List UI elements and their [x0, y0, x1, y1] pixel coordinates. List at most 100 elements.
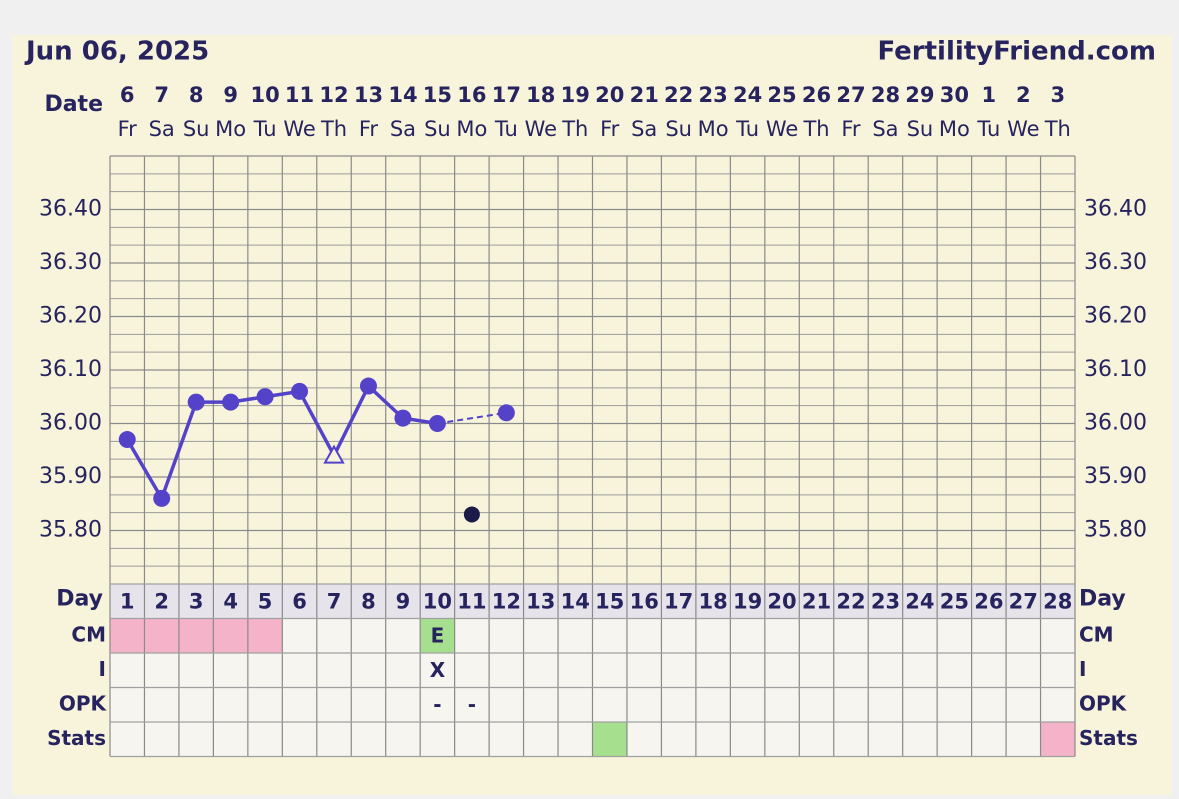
row-cell — [592, 653, 627, 688]
day-cell — [213, 584, 248, 619]
row-cell — [178, 618, 214, 653]
date-number: 10 — [250, 83, 279, 107]
date-number: 12 — [319, 83, 348, 107]
row-cell — [316, 618, 352, 653]
row-cell — [799, 722, 834, 757]
temp-line-dashed — [437, 411, 507, 425]
date-number: 7 — [154, 83, 169, 107]
temp-point — [291, 382, 309, 400]
day-cell — [1006, 584, 1041, 619]
row-cell — [902, 687, 938, 722]
temp-point — [497, 404, 515, 422]
row-cell — [385, 653, 421, 688]
row-cell — [937, 722, 972, 757]
date-number: 11 — [285, 83, 314, 107]
row-cell — [385, 618, 421, 653]
row-label: CM — [71, 622, 106, 646]
weekday: Fr — [841, 117, 861, 141]
row-cell — [730, 687, 765, 722]
row-cell — [110, 618, 145, 653]
row-cell — [420, 618, 455, 653]
row-cell — [351, 687, 386, 722]
row-cell — [558, 618, 593, 653]
row-value: X — [430, 658, 446, 682]
row-cell — [1040, 687, 1075, 722]
row-cell — [1040, 653, 1075, 688]
row-cell — [1006, 618, 1041, 653]
date-number: 3 — [1050, 83, 1065, 107]
date-number: 9 — [223, 83, 238, 107]
y-tick-label: 35.80 — [39, 518, 102, 543]
row-cell — [902, 722, 938, 757]
date-number: 25 — [767, 83, 796, 107]
row-cell — [868, 618, 903, 653]
date-number: 15 — [423, 83, 452, 107]
row-cell — [144, 687, 179, 722]
temp-point — [118, 431, 136, 449]
row-cell — [110, 687, 145, 722]
day-number: 14 — [561, 589, 590, 613]
row-cell — [764, 653, 800, 688]
row-cell — [626, 653, 662, 688]
row-cell — [454, 653, 490, 688]
day-cell — [695, 584, 731, 619]
weekday: Su — [907, 117, 934, 141]
row-value: - — [433, 692, 441, 716]
day-number: 28 — [1043, 589, 1072, 613]
row-cell — [1040, 618, 1075, 653]
row-cell — [213, 722, 248, 757]
day-number: 16 — [630, 589, 659, 613]
date-number: 6 — [120, 83, 135, 107]
temp-point — [256, 388, 274, 406]
row-cell — [971, 618, 1007, 653]
row-cell — [489, 722, 524, 757]
day-number: 22 — [836, 589, 865, 613]
day-number: 9 — [396, 589, 411, 613]
row-cell — [626, 722, 662, 757]
day-number: 23 — [871, 589, 900, 613]
day-cell — [764, 584, 800, 619]
row-cell — [661, 687, 696, 722]
row-label: Stats — [47, 726, 106, 750]
day-cell — [282, 584, 317, 619]
row-cell — [661, 653, 696, 688]
day-number: 8 — [361, 589, 376, 613]
y-tick-label-right: 36.40 — [1084, 197, 1147, 222]
day-cell — [730, 584, 765, 619]
row-cell — [316, 687, 352, 722]
day-cell — [316, 584, 352, 619]
row-cell — [247, 653, 283, 688]
day-number: 25 — [940, 589, 969, 613]
weekday: Sa — [149, 117, 175, 141]
row-cell — [971, 653, 1007, 688]
row-cell — [695, 687, 731, 722]
weekday: Tu — [253, 117, 277, 141]
day-number: 2 — [154, 589, 169, 613]
weekday: Su — [665, 117, 692, 141]
weekday: Th — [561, 117, 588, 141]
row-cell — [316, 722, 352, 757]
row-cell — [1006, 722, 1041, 757]
temp-point — [153, 489, 171, 507]
weekday: Mo — [939, 117, 970, 141]
day-label: Day — [56, 586, 103, 611]
row-cell — [110, 653, 145, 688]
row-cell — [764, 687, 800, 722]
row-cell — [626, 618, 662, 653]
weekday: Su — [424, 117, 451, 141]
row-cell — [902, 618, 938, 653]
temp-point — [394, 409, 412, 427]
row-label: OPK — [59, 691, 108, 715]
row-cell — [282, 722, 317, 757]
row-value: E — [431, 623, 445, 647]
day-number: 17 — [664, 589, 693, 613]
row-cell — [937, 653, 972, 688]
row-cell — [661, 618, 696, 653]
day-number: 10 — [423, 589, 452, 613]
temp-point-open — [323, 444, 345, 464]
weekday: Fr — [600, 117, 620, 141]
date-number: 2 — [1016, 83, 1031, 107]
weekday: Sa — [872, 117, 898, 141]
row-cell — [523, 653, 559, 688]
row-cell — [1006, 653, 1041, 688]
